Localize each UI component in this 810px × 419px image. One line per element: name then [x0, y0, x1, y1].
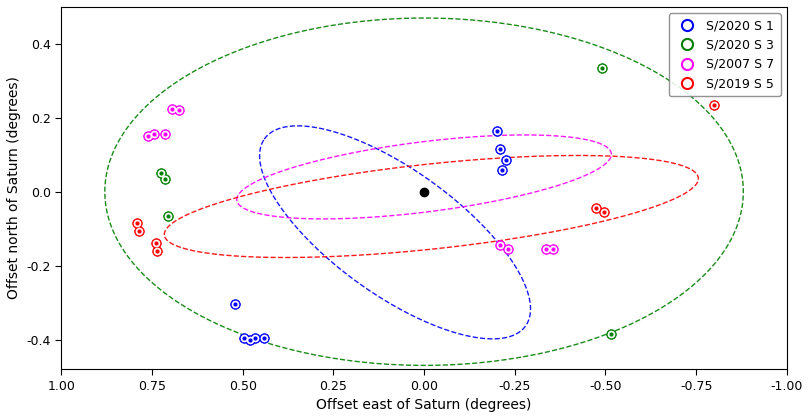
- Y-axis label: Offset north of Saturn (degrees): Offset north of Saturn (degrees): [7, 77, 21, 300]
- Legend: S/2020 S 1, S/2020 S 3, S/2007 S 7, S/2019 S 5: S/2020 S 1, S/2020 S 3, S/2007 S 7, S/20…: [669, 13, 781, 96]
- X-axis label: Offset east of Saturn (degrees): Offset east of Saturn (degrees): [317, 398, 532, 412]
